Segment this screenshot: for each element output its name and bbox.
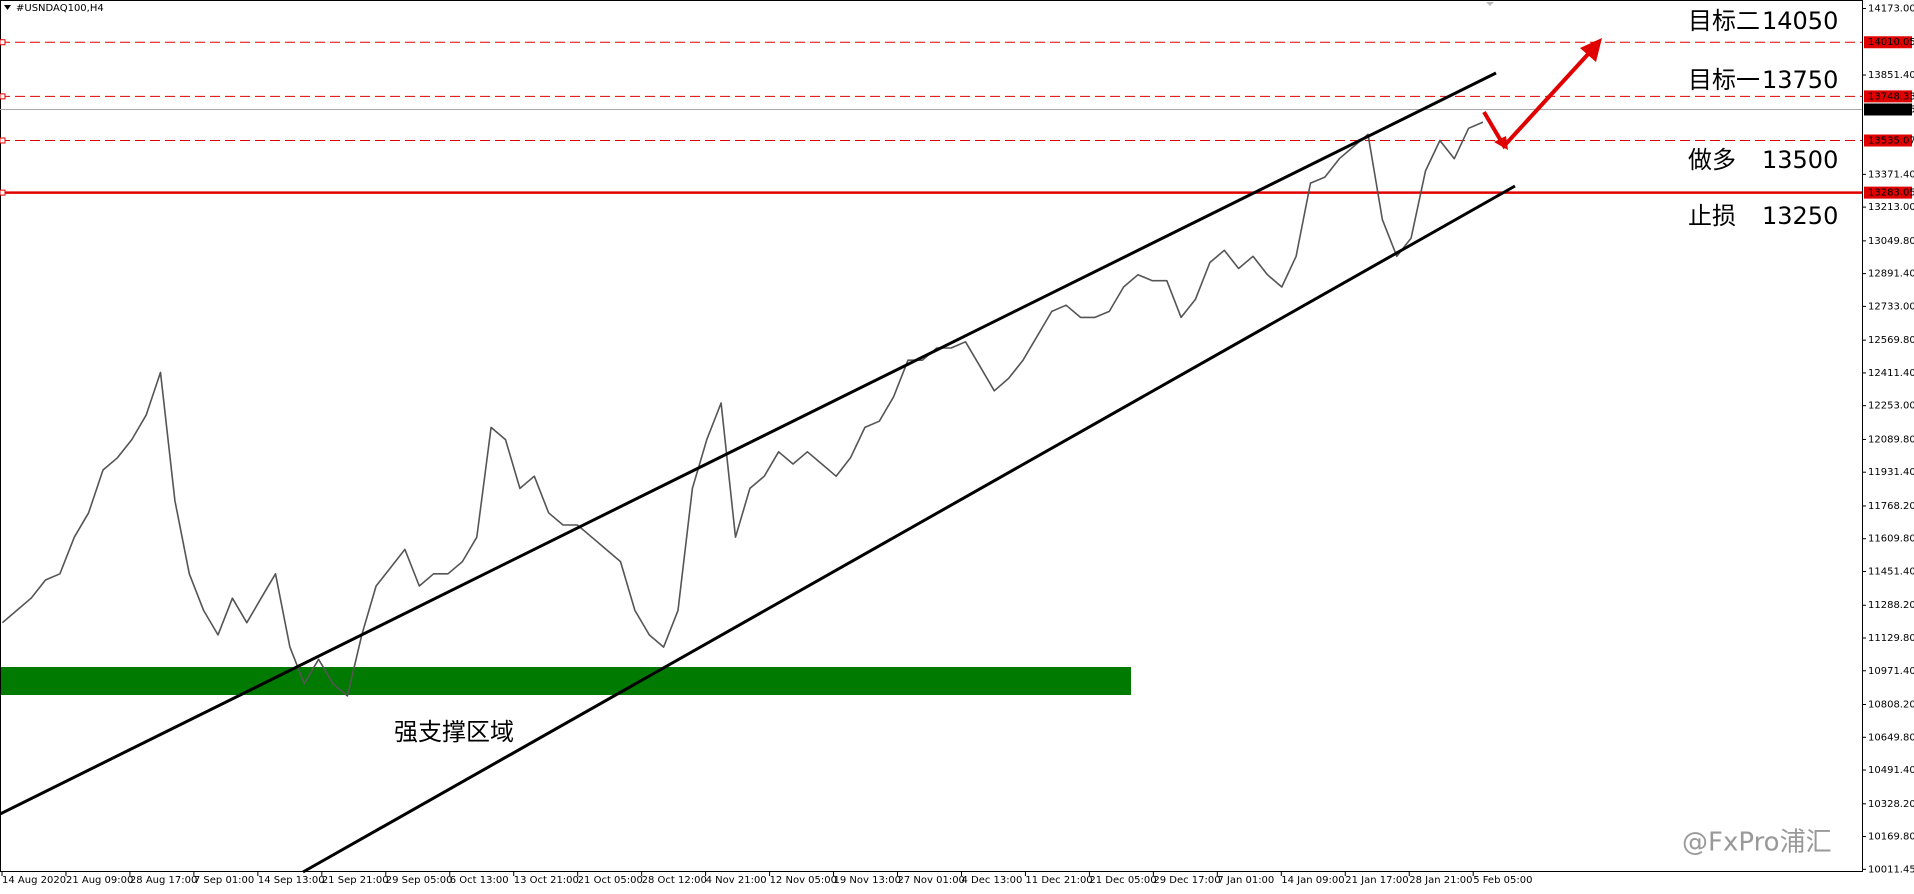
y-tick-label: 13851.40 [1868, 70, 1914, 81]
x-tick-label: 4 Dec 13:00 [961, 875, 1022, 886]
x-tick-label: 29 Sep 05:00 [386, 875, 453, 886]
level-tag [1864, 134, 1912, 147]
level-tag-label: 13748.33 [1868, 91, 1914, 102]
y-tick-label: 11931.40 [1868, 467, 1914, 478]
y-tick-label: 12569.80 [1868, 335, 1914, 346]
y-tick-label: 11451.40 [1868, 566, 1914, 577]
y-tick-label: 12733.00 [1868, 301, 1914, 312]
x-tick-label: 21 Dec 05:00 [1089, 875, 1156, 886]
x-tick-label: 4 Nov 21:00 [706, 875, 767, 886]
x-tick-label: 21 Sep 21:00 [322, 875, 389, 886]
y-tick-label: 11768.20 [1868, 501, 1914, 512]
level-anchor [0, 189, 6, 196]
x-tick-label: 12 Nov 05:00 [770, 875, 837, 886]
x-tick-label: 5 Feb 05:00 [1473, 875, 1532, 886]
y-tick-label: 13213.00 [1868, 202, 1914, 213]
forecast-arrow [1482, 38, 1602, 150]
y-tick-label: 10011.45 [1868, 864, 1914, 875]
level-tag-label: 13684.95 [1868, 104, 1914, 115]
y-tick-label: 14173.00 [1868, 4, 1914, 15]
y-tick-label: 11609.80 [1868, 534, 1914, 545]
plot-frame [0, 0, 1863, 872]
channel-upper [0, 71, 1497, 816]
x-tick-label: 7 Sep 01:00 [194, 875, 254, 886]
x-tick-label: 21 Jan 17:00 [1345, 875, 1408, 886]
target-price: 13250 [1762, 202, 1838, 230]
y-tick-label: 11288.20 [1868, 600, 1914, 611]
x-tick-label: 13 Oct 21:00 [514, 875, 579, 886]
x-tick-label: 28 Aug 17:00 [130, 875, 197, 886]
y-tick-label: 10649.80 [1868, 732, 1914, 743]
level-tag [1864, 186, 1912, 199]
price-layer [1, 121, 1484, 697]
level-tag-label: 13283.05 [1868, 188, 1914, 199]
level-tag-label: 13535.07 [1868, 135, 1914, 146]
x-tick-label: 14 Sep 13:00 [258, 875, 325, 886]
shift-marker [1486, 2, 1494, 6]
arrow-head [1580, 38, 1602, 62]
target-label: 目标一 [1688, 66, 1760, 94]
x-tick-label: 27 Nov 01:00 [898, 875, 965, 886]
chart-title: #USNDAQ100,H4 [16, 3, 104, 14]
target-label: 做多 [1688, 146, 1736, 174]
y-tick-label: 11129.80 [1868, 633, 1914, 644]
zone-label: 强支撑区域 [394, 718, 514, 746]
zone-layer [1, 667, 1131, 695]
y-tick-label: 10169.80 [1868, 832, 1914, 843]
target-label: 目标二 [1688, 7, 1760, 35]
x-tick-label: 29 Dec 17:00 [1153, 875, 1220, 886]
y-tick-label: 12253.00 [1868, 401, 1914, 412]
y-tick-label: 13049.80 [1868, 236, 1914, 247]
y-tick-label: 12411.40 [1868, 368, 1914, 379]
x-tick-label: 14 Aug 2020 [2, 875, 66, 886]
level-tag [1864, 103, 1912, 116]
price-line [1, 121, 1484, 697]
channel [0, 71, 1516, 874]
x-tick-label: 11 Dec 21:00 [1025, 875, 1092, 886]
target-price: 13750 [1762, 66, 1838, 94]
x-tick-label: 21 Aug 09:00 [66, 875, 133, 886]
level-tag-label: 14010.05 [1868, 37, 1914, 48]
x-tick-label: 21 Oct 05:00 [578, 875, 643, 886]
x-tick-label: 6 Oct 13:00 [450, 875, 509, 886]
y-tick-label: 10491.40 [1868, 765, 1914, 776]
x-tick-label: 14 Jan 09:00 [1281, 875, 1344, 886]
target-label: 止损 [1688, 202, 1736, 230]
arrow-head-small [1494, 136, 1508, 150]
target-price: 13500 [1762, 146, 1838, 174]
level-anchor [0, 93, 6, 100]
level-tag [1864, 90, 1912, 103]
watermark: @FxPro浦汇 [1682, 828, 1832, 858]
target-price: 14050 [1762, 7, 1838, 35]
x-tick-label: 19 Nov 13:00 [834, 875, 901, 886]
y-tick-label: 10971.40 [1868, 666, 1914, 677]
level-tag [1864, 36, 1912, 49]
level-anchor [0, 137, 6, 144]
x-tick-label: 7 Jan 01:00 [1217, 875, 1274, 886]
y-tick-label: 10328.20 [1868, 799, 1914, 810]
x-tick-label: 28 Jan 21:00 [1409, 875, 1472, 886]
y-tick-label: 13371.40 [1868, 169, 1914, 180]
y-tick-label: 12891.40 [1868, 269, 1914, 280]
channel-lower [302, 184, 1516, 874]
support-zone [1, 667, 1131, 695]
axis-layer: 14173.00 13851.40 13371.40 13213.00 13049.80… [1, 4, 1914, 886]
y-tick-label: 12089.80 [1868, 434, 1914, 445]
menu-triangle [4, 5, 11, 10]
y-tick-label: 10808.20 [1868, 700, 1914, 711]
x-tick-label: 28 Oct 12:00 [642, 875, 707, 886]
level-anchor [0, 39, 6, 46]
